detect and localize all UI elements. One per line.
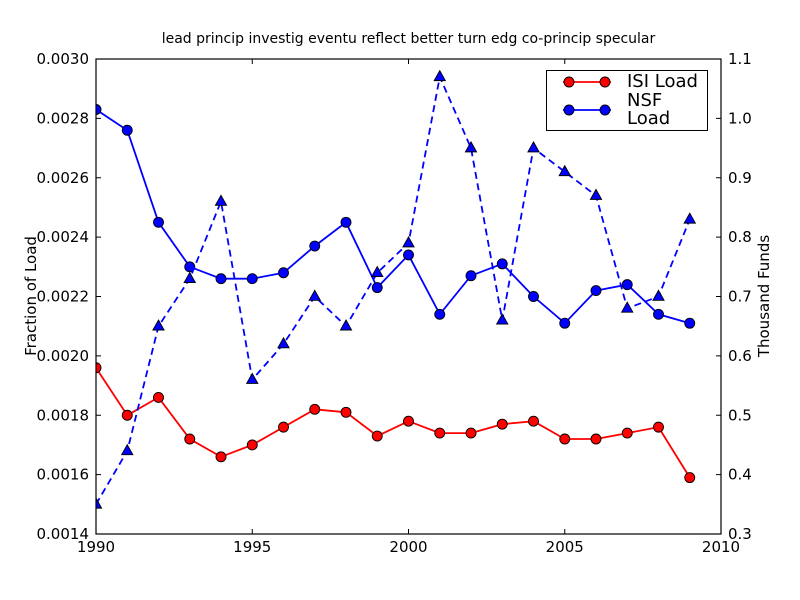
data-point-circle xyxy=(465,427,477,439)
left-tick-label: 0.0018 xyxy=(37,406,90,424)
data-point-circle xyxy=(434,308,446,320)
legend-swatch-nsf-icon xyxy=(563,104,611,116)
series-isi-load xyxy=(95,362,696,484)
data-point-circle xyxy=(309,240,321,252)
left-tick-label: 0.0020 xyxy=(37,347,90,365)
data-point-circle xyxy=(403,249,414,261)
data-point-circle xyxy=(653,421,664,433)
data-point-circle xyxy=(590,285,602,297)
data-point-circle xyxy=(528,291,539,302)
data-point-circle xyxy=(559,317,571,329)
legend-label-isi: ISI Load xyxy=(627,70,698,92)
data-point-circle xyxy=(215,451,227,463)
right-tick-label: 0.5 xyxy=(728,406,752,424)
data-point-circle xyxy=(309,403,321,415)
left-tick-label: 0.0024 xyxy=(37,228,90,246)
data-point-circle xyxy=(434,427,446,439)
x-tick-label: 1995 xyxy=(233,538,271,556)
data-point-circle xyxy=(559,433,571,445)
right-tick-label: 0.3 xyxy=(728,525,752,543)
data-point-circle xyxy=(340,216,352,228)
data-point-circle xyxy=(246,439,258,451)
legend-swatch-isi-icon xyxy=(563,76,611,88)
legend: ISI Load NSF Load xyxy=(546,70,708,131)
data-point-triangle xyxy=(277,336,290,349)
data-point-triangle xyxy=(495,313,509,325)
tick-labels: 0.0014 0.0016 0.0018 0.0020 0.0022 0.0024 0.00… xyxy=(37,50,752,556)
left-tick-label: 0.0026 xyxy=(37,169,90,187)
legend-label-nsf: NSF Load xyxy=(627,90,671,130)
data-point-circle xyxy=(184,433,196,445)
data-point-circle xyxy=(246,273,258,285)
right-tick-label: 0.8 xyxy=(728,228,752,246)
data-point-circle xyxy=(371,430,383,442)
right-tick-label: 0.9 xyxy=(728,169,752,187)
data-point-circle xyxy=(590,433,602,445)
left-tick-label: 0.0016 xyxy=(37,466,90,484)
data-point-circle xyxy=(121,409,133,421)
series-dashed-right-axis xyxy=(95,69,697,509)
data-point-circle xyxy=(684,317,696,329)
series-nsf-load xyxy=(95,104,696,329)
left-tick-label: 0.0030 xyxy=(37,50,90,68)
x-tick-label: 2005 xyxy=(546,538,584,556)
data-point-circle xyxy=(684,472,696,484)
data-point-triangle xyxy=(339,319,353,331)
data-point-circle xyxy=(153,391,164,403)
data-point-circle xyxy=(371,282,383,294)
data-point-circle xyxy=(153,216,164,228)
data-point-triangle xyxy=(152,319,165,331)
data-point-triangle xyxy=(370,265,384,277)
left-tick-label: 0.0022 xyxy=(37,288,90,306)
data-point-circle xyxy=(403,415,414,427)
data-point-triangle xyxy=(464,140,478,153)
data-point-circle xyxy=(621,427,633,439)
data-point-triangle xyxy=(245,372,259,384)
legend-item-nsf: NSF Load xyxy=(559,92,707,128)
data-point-triangle xyxy=(683,212,697,224)
right-tick-label: 1.1 xyxy=(728,50,752,68)
data-point-triangle xyxy=(120,443,134,456)
data-point-circle xyxy=(496,418,508,430)
x-tick-label: 2010 xyxy=(702,538,740,556)
data-point-triangle xyxy=(527,140,540,153)
legend-item-isi: ISI Load xyxy=(559,70,707,92)
left-tick-label: 0.0014 xyxy=(37,525,90,543)
data-point-circle xyxy=(653,308,664,320)
data-point-circle xyxy=(621,279,633,291)
data-point-triangle xyxy=(589,188,603,200)
left-tick-label: 0.0028 xyxy=(37,109,90,127)
chart-title: lead princip investig eventu reflect bet… xyxy=(161,31,656,47)
right-tick-label: 0.7 xyxy=(728,288,752,306)
x-tick-label: 1990 xyxy=(77,538,115,556)
x-tick-label: 2000 xyxy=(389,538,427,556)
right-tick-label: 0.4 xyxy=(728,466,752,484)
data-point-triangle xyxy=(620,301,634,313)
data-point-circle xyxy=(278,421,289,433)
data-point-circle xyxy=(215,273,227,285)
data-point-triangle xyxy=(308,289,322,301)
right-tick-label: 1.0 xyxy=(728,109,752,127)
data-point-triangle xyxy=(183,271,197,283)
data-point-circle xyxy=(121,124,133,136)
data-point-circle xyxy=(278,267,289,279)
data-point-triangle xyxy=(433,69,447,82)
data-point-triangle xyxy=(402,235,415,248)
data-point-triangle xyxy=(558,164,572,177)
data-point-circle xyxy=(496,258,508,270)
data-point-circle xyxy=(340,406,352,418)
data-point-triangle xyxy=(652,289,665,301)
data-point-circle xyxy=(528,415,539,427)
right-tick-label: 0.6 xyxy=(728,347,752,365)
plot-frame xyxy=(95,58,722,535)
data-point-triangle xyxy=(214,194,228,206)
data-point-circle xyxy=(465,270,477,282)
